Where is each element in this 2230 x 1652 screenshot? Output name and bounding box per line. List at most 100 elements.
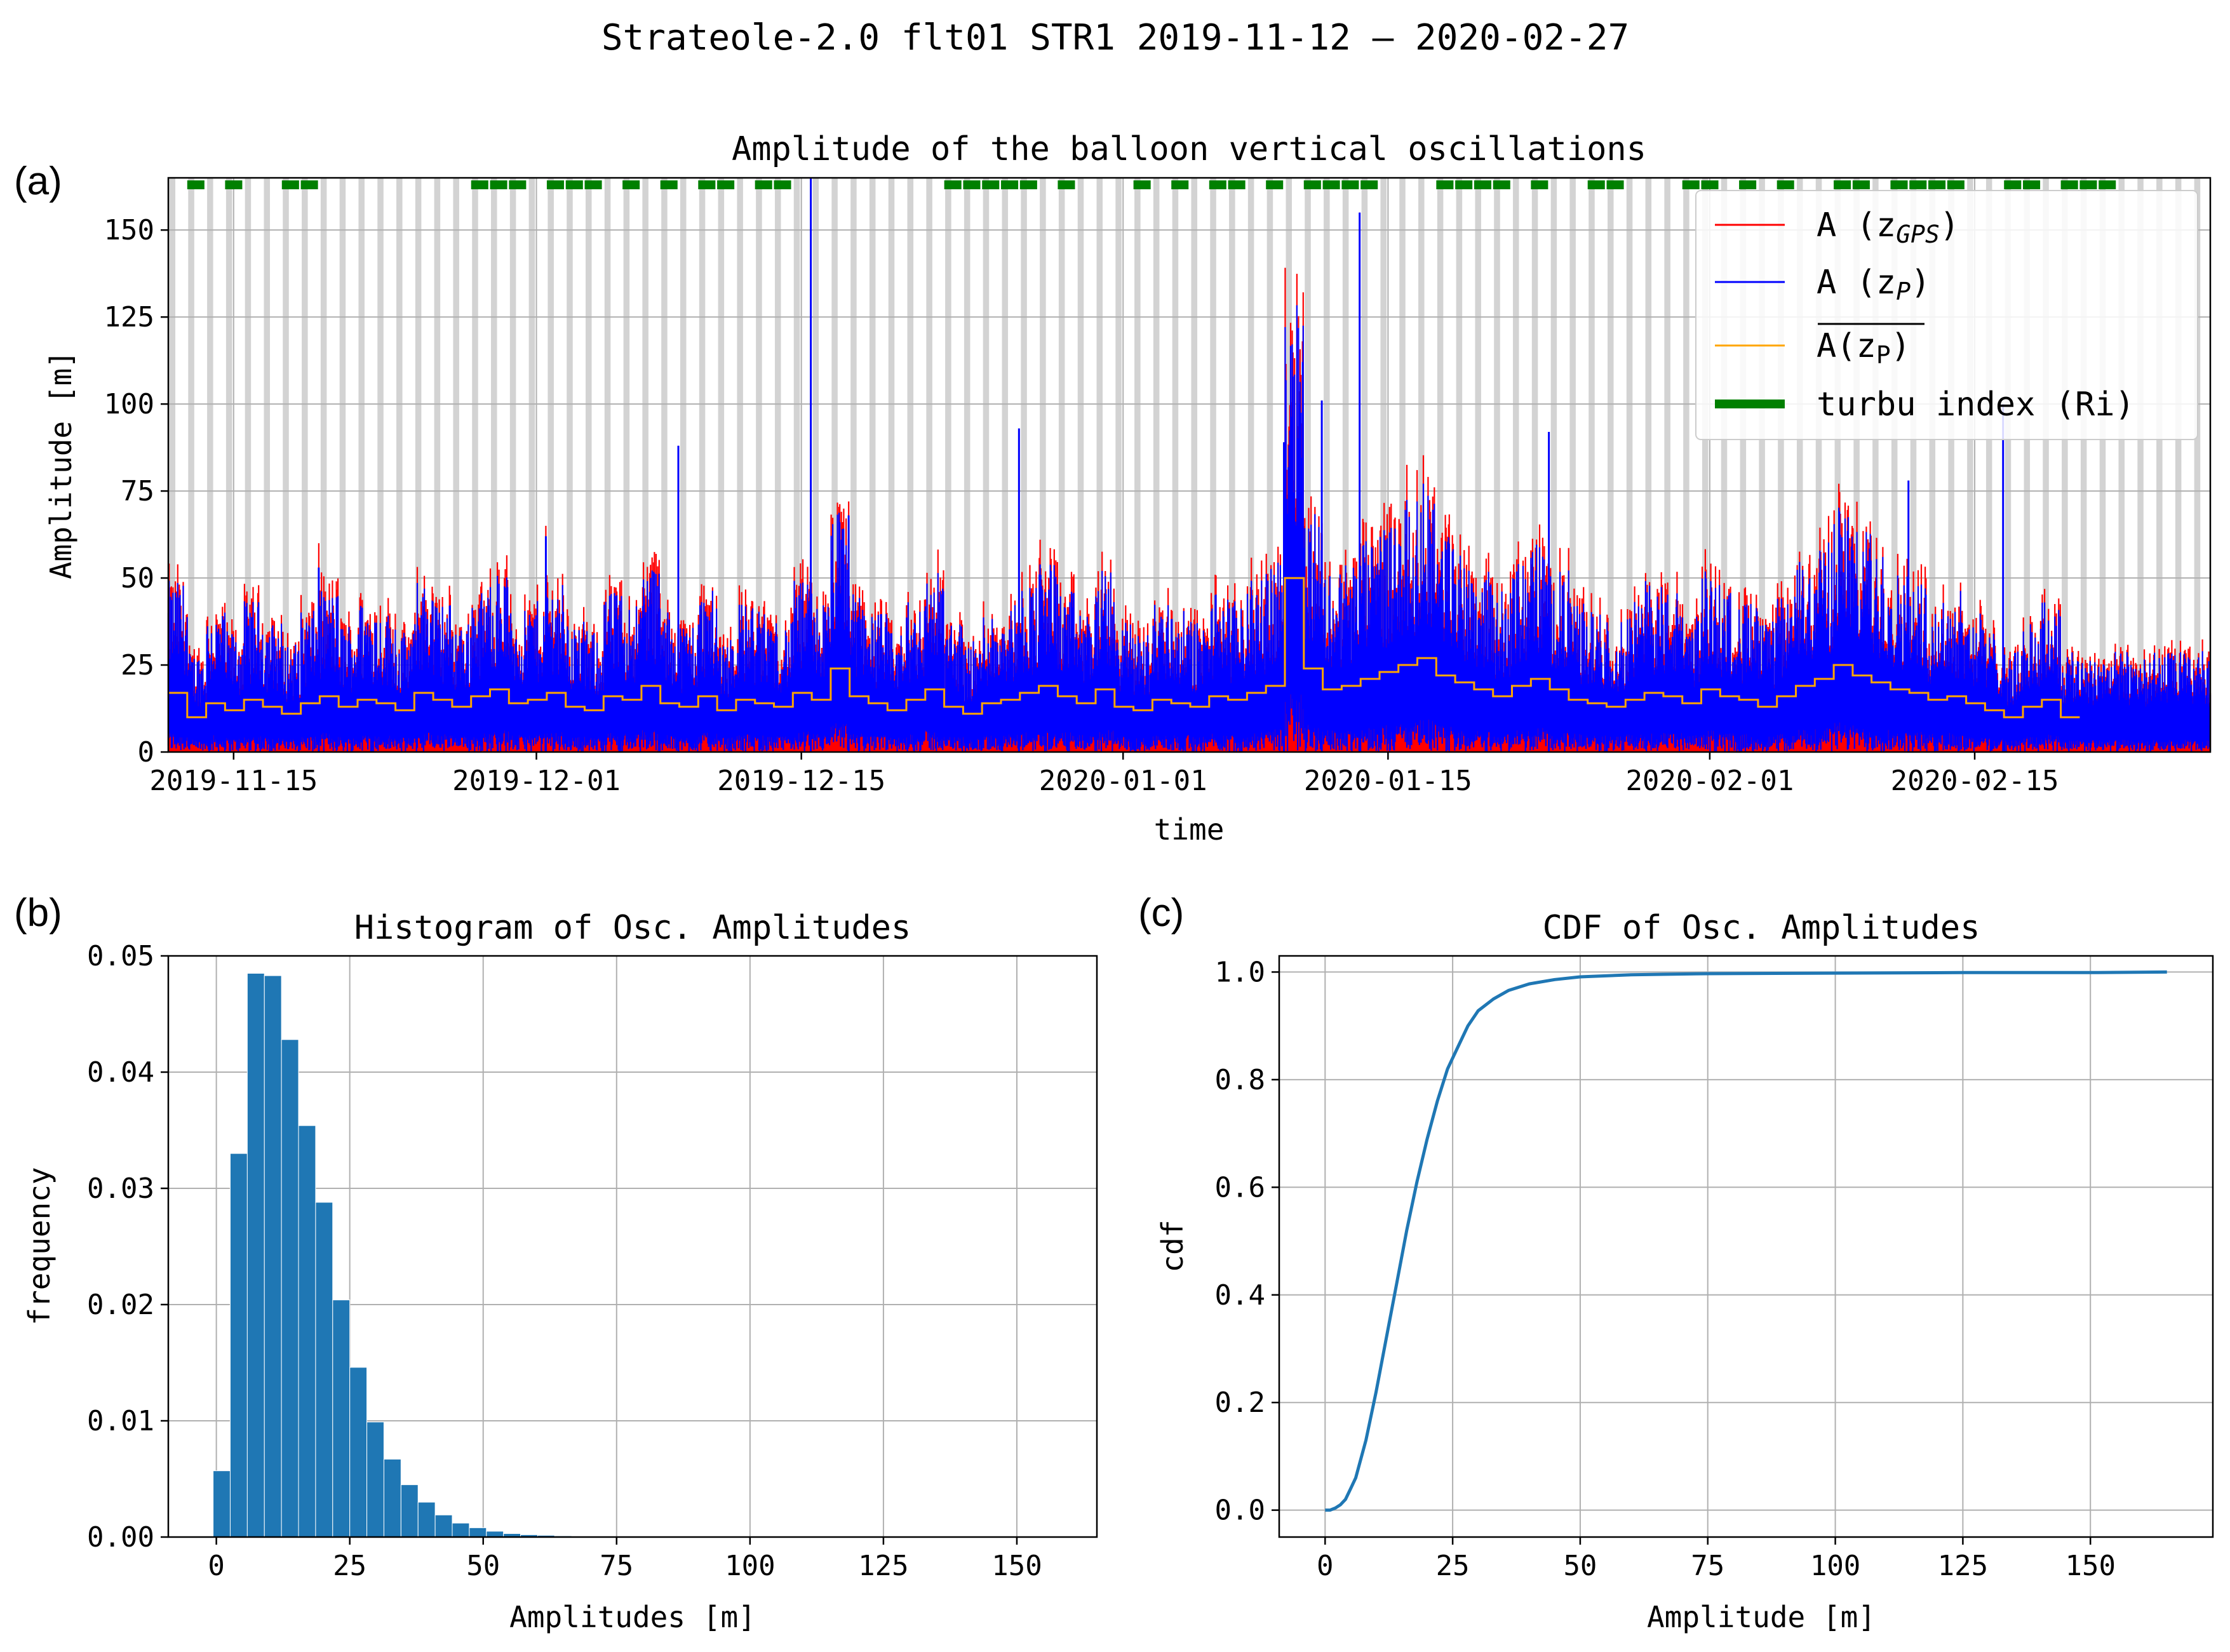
night-band — [2156, 178, 2163, 752]
night-band — [1305, 178, 1311, 752]
night-band — [1077, 178, 1084, 752]
x-tick-label: 150 — [2065, 1550, 2115, 1582]
panel-a-timeseries: (a) Amplitude of the balloon vertical os… — [14, 130, 2212, 847]
turbu-index-marker — [1682, 180, 1700, 189]
night-band — [604, 178, 611, 752]
histogram-bar — [417, 1501, 436, 1538]
turbu-index-marker — [1947, 180, 1965, 189]
night-band — [623, 178, 630, 752]
histogram-bar — [452, 1522, 470, 1538]
turbu-index-marker — [1209, 180, 1226, 189]
panel-b-frame — [167, 955, 1098, 1538]
night-band — [2194, 178, 2201, 752]
night-band — [358, 178, 365, 752]
night-band — [2005, 178, 2012, 752]
histogram-bar — [349, 1367, 368, 1538]
night-band — [2062, 178, 2068, 752]
panel-b-bars — [213, 972, 641, 1538]
night-band — [869, 178, 876, 752]
x-tick-label: 50 — [1563, 1550, 1597, 1582]
turbu-index-marker — [1228, 180, 1246, 189]
panel-a-frame — [167, 177, 2212, 753]
panel-c-ylabel: cdf — [1155, 1219, 1190, 1272]
night-band — [2118, 178, 2125, 752]
turbu-index-marker — [1341, 180, 1359, 189]
night-band — [774, 178, 781, 752]
turbu-index-marker — [1852, 180, 1870, 189]
panel-a-night-shading — [169, 178, 2201, 752]
turbu-index-marker — [2060, 180, 2078, 189]
x-tick-label: 75 — [1691, 1550, 1724, 1582]
panel-c-title: CDF of Osc. Amplitudes — [1543, 909, 1980, 947]
panel-b-grid — [168, 955, 1097, 1538]
x-tick-label: 50 — [466, 1550, 500, 1582]
panel-b-title: Histogram of Osc. Amplitudes — [354, 909, 911, 947]
y-tick-label: 50 — [121, 562, 154, 594]
night-band — [1891, 178, 1898, 752]
x-tick-label: 2020-02-01 — [1625, 765, 1794, 797]
y-tick-label: 75 — [121, 475, 154, 507]
turbu-index-marker — [187, 180, 205, 189]
night-band — [1058, 178, 1065, 752]
night-band — [2080, 178, 2087, 752]
turbu-index-marker — [1928, 180, 1946, 189]
turbu-index-marker — [2079, 180, 2097, 189]
turbu-index-marker — [1777, 180, 1794, 189]
histogram-bar — [332, 1299, 351, 1538]
night-band — [1702, 178, 1709, 752]
histogram-bar — [434, 1514, 453, 1538]
night-band — [1475, 178, 1481, 752]
night-band — [926, 178, 932, 752]
panel-a-xlabel: time — [1154, 812, 1225, 847]
panel-c-xlabel: Amplitude [m] — [1647, 1600, 1876, 1634]
y-tick-label: 0.02 — [87, 1289, 154, 1321]
night-band — [491, 178, 497, 752]
histogram-bar — [213, 1470, 231, 1538]
night-band — [2024, 178, 2031, 752]
panel-c-y-ticks: 0.0 0.2 0.4 0.6 0.8 1.0 — [1215, 956, 1279, 1527]
night-band — [945, 178, 951, 752]
night-band — [1172, 178, 1179, 752]
turbu-index-marker — [584, 180, 602, 189]
night-band — [434, 178, 441, 752]
night-band — [1494, 178, 1500, 752]
night-band — [509, 178, 516, 752]
night-band — [1191, 178, 1198, 752]
panel-c-frame — [1278, 955, 2214, 1538]
night-band — [264, 178, 271, 752]
night-band — [1910, 178, 1917, 752]
panel-b-xlabel: Amplitudes [m] — [509, 1600, 756, 1634]
y-tick-label: 0.00 — [87, 1521, 154, 1554]
night-band — [586, 178, 592, 752]
legend-entry-turbu: turbu index (Ri) — [1817, 386, 2135, 424]
night-band — [1626, 178, 1633, 752]
turbu-index-marker — [281, 180, 299, 189]
night-band — [1247, 178, 1254, 752]
turbu-index-marker — [1360, 180, 1378, 189]
night-band — [1399, 178, 1406, 752]
mean-amplitude-step-line — [168, 577, 2080, 718]
y-tick-label: 1.0 — [1215, 956, 1265, 988]
turbu-index-marker — [1909, 180, 1927, 189]
turbu-index-marker — [509, 180, 527, 189]
night-band — [283, 178, 289, 752]
x-tick-label: 2020-01-15 — [1304, 765, 1472, 797]
night-band — [1456, 178, 1463, 752]
y-tick-label: 0.2 — [1215, 1387, 1265, 1419]
night-band — [169, 178, 176, 752]
histogram-bar — [486, 1531, 504, 1538]
x-tick-label: 25 — [333, 1550, 366, 1582]
turbu-index-marker — [982, 180, 1000, 189]
night-band — [888, 178, 895, 752]
turbu-index-marker — [300, 180, 318, 189]
turbu-index-marker — [963, 180, 981, 189]
night-band — [1134, 178, 1141, 752]
night-band — [831, 178, 838, 752]
night-band — [793, 178, 800, 752]
night-band — [547, 178, 554, 752]
turbu-index-marker — [774, 180, 791, 189]
panel-c-label: (c) — [1138, 891, 1184, 935]
turbu-index-marker — [717, 180, 735, 189]
night-band — [1985, 178, 1992, 752]
